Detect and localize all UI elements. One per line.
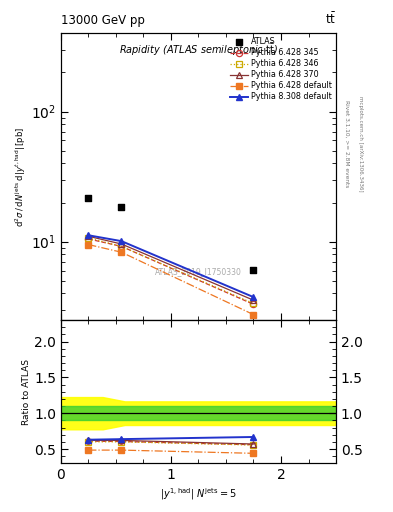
Y-axis label: Ratio to ATLAS: Ratio to ATLAS bbox=[22, 359, 31, 424]
Text: $\mathrm{t\bar{t}}$: $\mathrm{t\bar{t}}$ bbox=[325, 11, 336, 27]
Line: Pythia 6.428 default: Pythia 6.428 default bbox=[85, 242, 257, 318]
Pythia 6.428 345 bbox=[119, 243, 124, 249]
Text: Rivet 3.1.10, >= 2.8M events: Rivet 3.1.10, >= 2.8M events bbox=[344, 100, 349, 187]
Pythia 6.428 370 bbox=[119, 241, 124, 247]
X-axis label: $|y^{1,\mathrm{had}}|\;N^\mathrm{jets}=5$: $|y^{1,\mathrm{had}}|\;N^\mathrm{jets}=5… bbox=[160, 486, 237, 502]
Line: Pythia 6.428 345: Pythia 6.428 345 bbox=[85, 236, 257, 307]
Y-axis label: $\mathrm{d}^2\sigma\,/\,\mathrm{d}\,N^\mathrm{jets}\,\mathrm{d}\,|y^{t,\mathrm{h: $\mathrm{d}^2\sigma\,/\,\mathrm{d}\,N^\m… bbox=[14, 126, 28, 227]
Pythia 6.428 346 bbox=[86, 235, 91, 241]
Pythia 6.428 346 bbox=[119, 243, 124, 249]
Pythia 8.308 default bbox=[119, 238, 124, 244]
Text: Rapidity (ATLAS semileptonic $\mathrm{t\bar{t}}$): Rapidity (ATLAS semileptonic $\mathrm{t\… bbox=[119, 42, 278, 58]
Pythia 6.428 default bbox=[251, 311, 256, 317]
Line: Pythia 6.428 370: Pythia 6.428 370 bbox=[85, 233, 257, 303]
Pythia 6.428 default bbox=[86, 242, 91, 248]
Pythia 6.428 default bbox=[119, 249, 124, 255]
Line: Pythia 8.308 default: Pythia 8.308 default bbox=[85, 232, 257, 301]
Text: 13000 GeV pp: 13000 GeV pp bbox=[61, 14, 145, 27]
Text: mcplots.cern.ch [arXiv:1306.3436]: mcplots.cern.ch [arXiv:1306.3436] bbox=[358, 96, 363, 191]
ATLAS bbox=[250, 266, 257, 274]
Pythia 6.428 370 bbox=[251, 297, 256, 303]
Line: Pythia 6.428 346: Pythia 6.428 346 bbox=[85, 234, 257, 307]
Text: ATLAS_2019_I1750330: ATLAS_2019_I1750330 bbox=[155, 267, 242, 276]
ATLAS bbox=[118, 203, 125, 211]
Pythia 6.428 346 bbox=[251, 301, 256, 307]
Pythia 8.308 default bbox=[251, 294, 256, 300]
Pythia 8.308 default bbox=[86, 232, 91, 239]
Legend: ATLAS, Pythia 6.428 345, Pythia 6.428 346, Pythia 6.428 370, Pythia 6.428 defaul: ATLAS, Pythia 6.428 345, Pythia 6.428 34… bbox=[229, 36, 334, 103]
ATLAS bbox=[85, 195, 92, 203]
Pythia 6.428 345 bbox=[251, 301, 256, 307]
Pythia 6.428 370 bbox=[86, 233, 91, 240]
Pythia 6.428 345 bbox=[86, 236, 91, 242]
